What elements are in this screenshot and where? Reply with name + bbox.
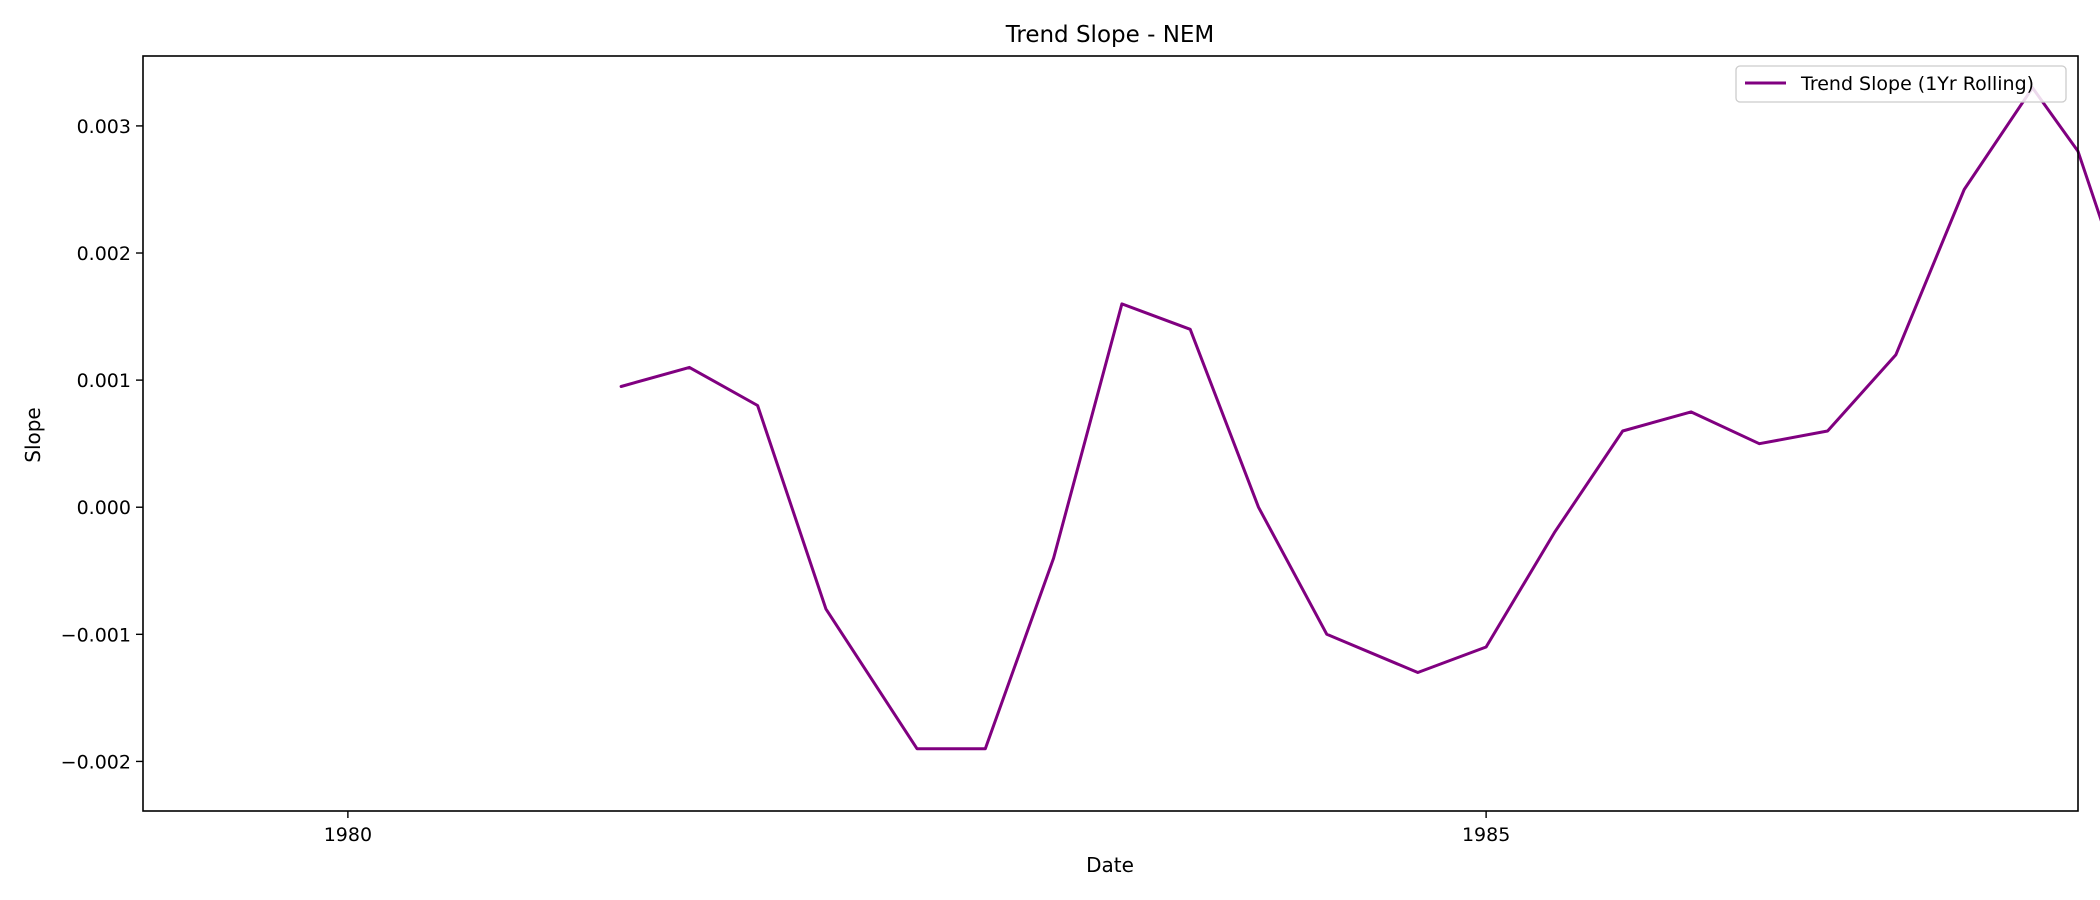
legend: Trend Slope (1Yr Rolling) <box>1735 65 2067 103</box>
chart-title: Trend Slope - NEM <box>1005 22 1215 48</box>
plot-frame <box>142 55 2079 812</box>
y-tick-label: 0.000 <box>77 497 131 519</box>
x-tick-label: 1985 <box>1462 824 1510 846</box>
legend-label: Trend Slope (1Yr Rolling) <box>1800 73 2034 95</box>
x-axis-label: Date <box>1086 853 1134 877</box>
y-tick-label: 0.003 <box>77 116 131 138</box>
y-tick-label: −0.002 <box>61 751 131 773</box>
legend-box <box>1735 65 2067 103</box>
x-tick-label: 1980 <box>324 824 372 846</box>
x-axis: 1980198519901995200020052010201520202025 <box>324 811 1510 846</box>
y-tick-label: 0.001 <box>77 370 131 392</box>
y-axis-label: Slope <box>21 407 45 463</box>
y-tick-label: 0.002 <box>77 243 131 265</box>
y-axis: −0.002 −0.001 0.000 0.001 0.002 0.003 <box>61 116 143 773</box>
y-tick-label: −0.001 <box>61 624 131 646</box>
